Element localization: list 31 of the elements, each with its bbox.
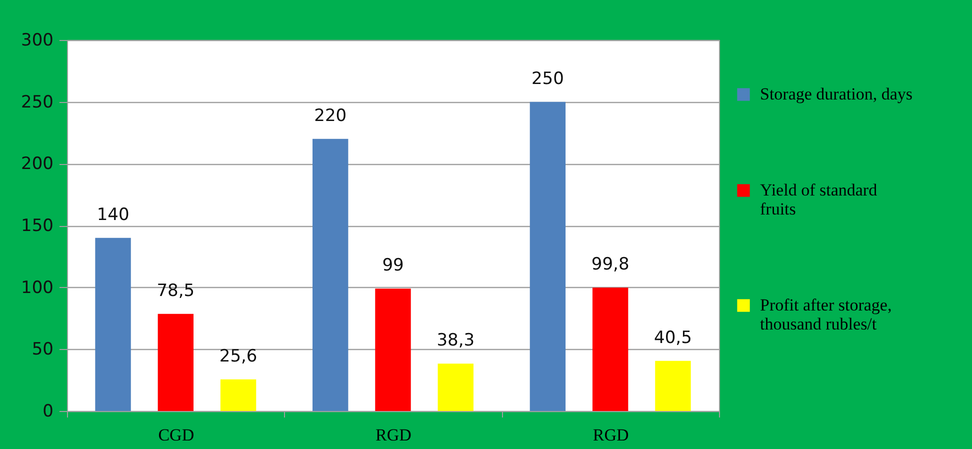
y-tick-label: 250 (21, 92, 54, 112)
bar (655, 360, 691, 411)
y-tick-label: 100 (21, 278, 54, 298)
data-label: 78,5 (156, 280, 195, 301)
data-label: 250 (531, 68, 564, 89)
data-label: 220 (314, 106, 347, 126)
bar (375, 288, 411, 411)
bar (158, 314, 194, 411)
bar (312, 138, 348, 411)
data-label: 99,8 (591, 254, 630, 275)
bar (220, 379, 256, 411)
data-label: 140 (96, 204, 130, 225)
legend-label: Profit after storage, thousand rubles/t (760, 296, 892, 334)
y-tick-label: 0 (42, 402, 54, 422)
legend-label: Yield of standard fruits (760, 180, 878, 218)
x-tick-label: CGD (158, 426, 194, 444)
data-label: 40,5 (654, 328, 692, 348)
data-label: 25,6 (219, 346, 258, 366)
bar (592, 288, 628, 411)
y-tick-label: 200 (21, 154, 54, 174)
y-tick-label: 150 (21, 216, 54, 236)
x-tick-label: RGD (376, 426, 412, 444)
data-label: 99 (382, 256, 404, 276)
legend-label: Storage duration, days (760, 84, 912, 104)
x-tick-label: RGD (592, 426, 629, 444)
y-tick-label: 300 (21, 30, 54, 50)
bar (530, 102, 566, 411)
bar (95, 238, 131, 411)
bar (438, 364, 474, 411)
data-label: 38,3 (436, 330, 475, 351)
y-tick-label: 50 (32, 340, 54, 360)
